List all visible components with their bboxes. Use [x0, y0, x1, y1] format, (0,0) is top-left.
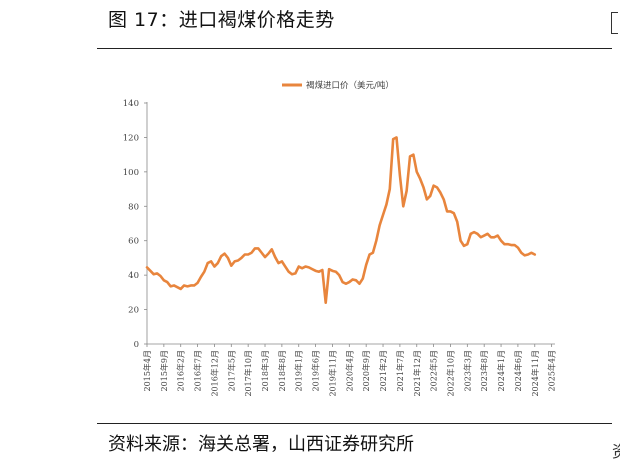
legend-label: 褐煤进口价（美元/吨） — [306, 80, 394, 91]
y-tick-label: 140 — [123, 99, 139, 109]
x-tick-label: 2018年3月 — [260, 350, 270, 391]
y-tick-label: 80 — [128, 202, 139, 212]
line-chart: 褐煤进口价（美元/吨） 0 20 40 60 80 100 120 140 2015年4月 2015… — [123, 80, 557, 397]
x-tick-label: 2020年4月 — [344, 350, 354, 391]
figure-title: 图 17：进口褐煤价格走势 — [108, 9, 335, 31]
x-tick-label: 2020年9月 — [361, 350, 371, 391]
x-tick-label: 2021年2月 — [378, 350, 388, 391]
x-tick-label: 2017年5月 — [226, 350, 236, 391]
x-tick-label: 2019年11月 — [327, 350, 337, 397]
y-tick-label: 60 — [128, 237, 139, 247]
x-tick-label: 2015年4月 — [142, 350, 152, 391]
source-note: 资料来源：海关总署，山西证券研究所 — [108, 434, 414, 455]
y-tick-label: 0 — [134, 340, 139, 350]
x-tick-label: 2023年8月 — [479, 350, 489, 391]
y-tick-label: 100 — [123, 168, 139, 178]
x-tick-label: 2023年3月 — [462, 350, 472, 391]
x-tick-label: 2016年2月 — [176, 350, 186, 391]
x-tick-label: 2018年8月 — [277, 350, 287, 391]
x-tick-label: 2022年5月 — [429, 350, 439, 391]
x-tick-label: 2024年6月 — [513, 350, 523, 391]
x-tick-label: 2019年1月 — [294, 350, 304, 391]
adjacent-figure-edge-glyph: 资 — [612, 438, 620, 462]
x-tick-label: 2017年10月 — [243, 350, 253, 397]
x-tick-label: 2016年12月 — [209, 350, 219, 397]
x-tick-label: 2021年7月 — [395, 350, 405, 391]
title-divider — [97, 48, 612, 49]
x-tick-label: 2016年7月 — [193, 350, 203, 391]
x-tick-label: 2022年10月 — [445, 350, 455, 397]
source-divider — [97, 423, 612, 424]
y-tick-label: 40 — [128, 271, 139, 281]
x-tick-label: 2024年1月 — [496, 350, 506, 391]
x-tick-label: 2019年6月 — [311, 350, 321, 391]
x-tick-label: 2024年11月 — [530, 350, 540, 397]
x-tick-label: 2021年12月 — [412, 350, 422, 397]
y-tick-label: 20 — [128, 306, 139, 316]
x-tick-label: 2015年9月 — [159, 350, 169, 391]
x-tick-label: 2025年4月 — [547, 350, 557, 391]
series-line — [145, 136, 537, 304]
adjacent-figure-edge — [611, 12, 618, 34]
y-tick-label: 120 — [123, 133, 139, 143]
